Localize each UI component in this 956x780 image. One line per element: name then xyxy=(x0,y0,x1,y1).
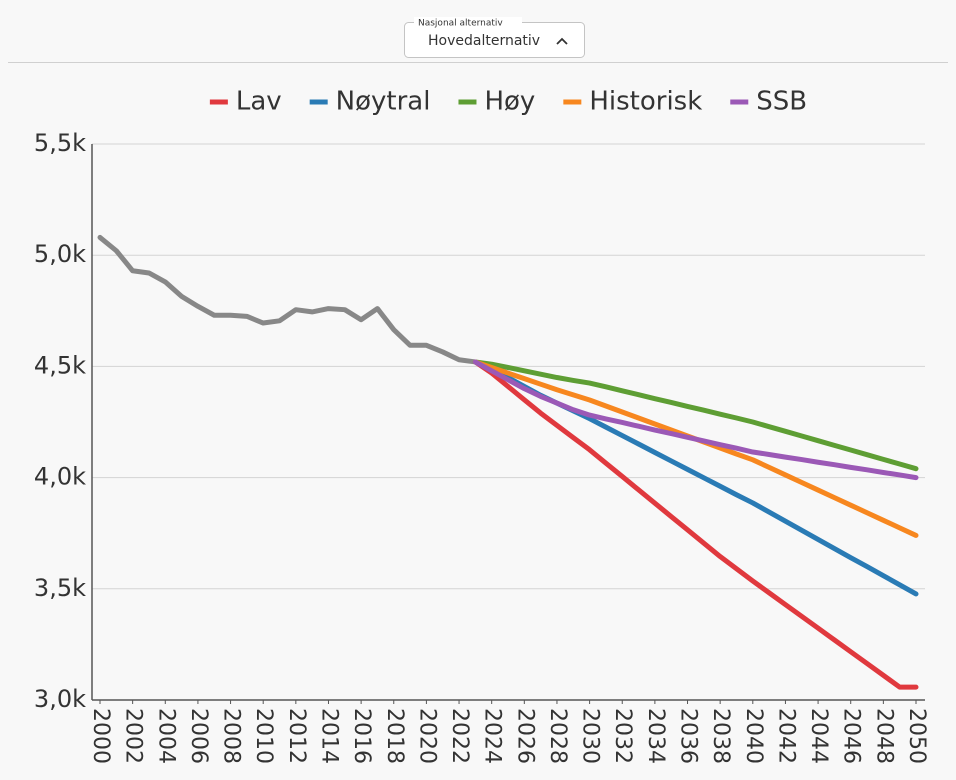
x-tick-label: 2000 xyxy=(88,708,113,764)
x-tick-label: 2042 xyxy=(773,708,798,764)
x-tick-label: 2024 xyxy=(480,708,505,764)
x-tick-label: 2046 xyxy=(839,708,864,764)
y-tick-label: 4,0k xyxy=(34,463,86,491)
x-tick-label: 2004 xyxy=(153,708,178,764)
legend-label[interactable]: Historisk xyxy=(589,87,702,117)
x-tick-label: 2038 xyxy=(708,708,733,764)
x-tick-label: 2002 xyxy=(121,708,146,764)
dropdown[interactable]: Nasjonal alternativ Hovedalternativ xyxy=(404,17,585,58)
x-tick-label: 2008 xyxy=(219,708,244,764)
series-line xyxy=(97,234,478,365)
legend-label[interactable]: Høy xyxy=(484,87,535,117)
x-tick-label: 2014 xyxy=(316,708,341,764)
x-tick-label: 2022 xyxy=(447,708,472,764)
x-tick-label: 2026 xyxy=(512,708,537,764)
series-line xyxy=(472,359,919,481)
x-tick-label: 2012 xyxy=(284,708,309,764)
y-tick-label: 4,5k xyxy=(34,351,86,379)
legend-label[interactable]: Nøytral xyxy=(336,87,431,117)
y-tick-label: 5,5k xyxy=(34,129,86,157)
x-tick-label: 2018 xyxy=(382,708,407,764)
x-tick-label: 2016 xyxy=(349,708,374,764)
x-tick-label: 2006 xyxy=(186,708,211,764)
x-tick-label: 2050 xyxy=(904,708,929,764)
x-tick-label: 2036 xyxy=(676,708,701,764)
x-tick-label: 2020 xyxy=(414,708,439,764)
dropdown-chevron[interactable] xyxy=(556,37,568,45)
x-tick-label: 2044 xyxy=(806,708,831,764)
y-tick-label: 3,5k xyxy=(34,574,86,602)
series-line xyxy=(472,359,919,690)
x-tick-label: 2032 xyxy=(610,708,635,764)
dropdown-value[interactable]: Hovedalternativ xyxy=(428,33,540,49)
x-tick-label: 2034 xyxy=(643,708,668,764)
x-tick-label: 2028 xyxy=(545,708,570,764)
legend-label[interactable]: Lav xyxy=(236,87,282,117)
y-tick-label: 3,0k xyxy=(34,685,86,713)
x-tick-label: 2030 xyxy=(578,708,603,764)
x-tick-label: 2040 xyxy=(741,708,766,764)
x-tick-label: 2010 xyxy=(251,708,276,764)
legend-label[interactable]: SSB xyxy=(756,87,807,117)
x-tick-label: 2048 xyxy=(871,708,896,764)
series-line xyxy=(472,359,919,472)
legend: Lav Nøytral Høy Historisk SSB xyxy=(209,87,807,117)
y-tick-label: 5,0k xyxy=(34,240,86,268)
dropdown-label-bg xyxy=(414,17,522,27)
dropdown-label: Nasjonal alternativ xyxy=(418,19,503,29)
